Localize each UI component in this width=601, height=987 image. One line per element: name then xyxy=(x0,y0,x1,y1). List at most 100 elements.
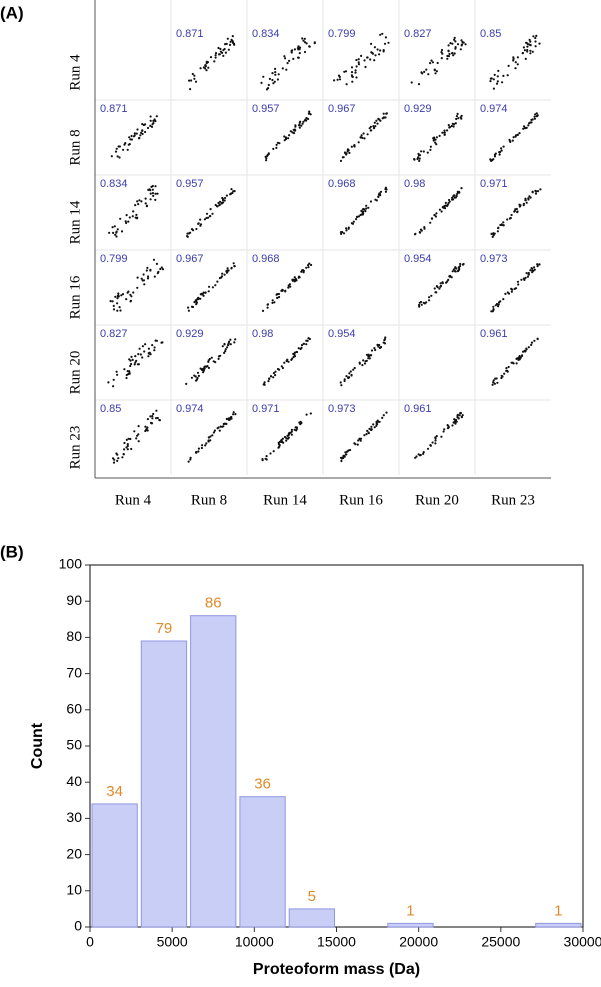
scatter-dot xyxy=(305,413,308,416)
scatter-dot xyxy=(200,446,203,450)
scatter-dot xyxy=(154,185,157,188)
scatter-dot xyxy=(225,194,228,197)
scatter-dot xyxy=(216,280,219,283)
panel-label: (A) xyxy=(0,3,24,22)
scatter-dot xyxy=(491,235,494,238)
scatter-dot xyxy=(455,117,458,121)
scatter-dot xyxy=(449,275,452,278)
value-label: 5 xyxy=(308,888,316,905)
scatter-dot xyxy=(298,121,301,124)
scatter-dot xyxy=(190,376,193,379)
scatter-dot xyxy=(232,411,235,414)
scatter-dot xyxy=(197,222,200,225)
scatter-dot xyxy=(538,42,541,45)
scatter-dot xyxy=(263,383,266,386)
scatter-dot xyxy=(303,37,306,40)
scatter-dot xyxy=(131,215,134,218)
scatter-dot xyxy=(141,356,144,359)
scatter-dot xyxy=(221,198,225,202)
scatter-dot xyxy=(147,355,150,358)
scatter-dot xyxy=(373,347,376,350)
scatter-dot xyxy=(139,134,142,137)
scatter-dot xyxy=(261,458,264,461)
scatter-dot xyxy=(418,157,421,160)
scatter-dot xyxy=(128,216,131,219)
scatter-dot xyxy=(441,131,444,134)
scatter-dot xyxy=(136,128,139,131)
scatter-dot xyxy=(197,447,200,450)
scatter-dot xyxy=(496,381,499,384)
scatter-dot xyxy=(308,262,311,265)
scatter-dot xyxy=(195,303,198,306)
scatter-dot xyxy=(153,118,156,121)
scatter-dot xyxy=(516,133,519,136)
scatter-dot xyxy=(223,47,226,51)
row-label: Run 20 xyxy=(67,351,83,395)
scatter-dot xyxy=(308,110,311,113)
scatter-dot xyxy=(226,346,229,349)
scatter-dot xyxy=(199,367,202,370)
scatter-dot xyxy=(300,269,304,272)
scatter-dot xyxy=(193,77,196,80)
scatter-dot xyxy=(272,450,275,453)
scatter-dot xyxy=(302,39,305,42)
scatter-dot xyxy=(343,378,346,381)
scatter-dot xyxy=(350,145,353,148)
scatter-dot xyxy=(356,215,359,218)
scatter-dot xyxy=(130,362,133,366)
scatter-dot xyxy=(454,267,457,270)
scatter-dot xyxy=(490,232,493,235)
scatter-dot xyxy=(126,148,129,151)
scatter-dot xyxy=(295,429,298,432)
scatter-dot xyxy=(274,67,277,70)
y-tick-label: 10 xyxy=(66,882,82,898)
x-tick-label: 5000 xyxy=(157,934,188,950)
scatter-dot xyxy=(283,139,286,142)
scatter-dot xyxy=(144,130,147,134)
scatter-dot xyxy=(217,53,221,56)
scatter-dot xyxy=(439,285,442,288)
scatter-dot xyxy=(294,426,297,429)
scatter-dot xyxy=(219,425,222,428)
scatter-dot xyxy=(138,199,141,202)
scatter-dot xyxy=(284,57,287,60)
scatter-dot xyxy=(506,370,509,373)
scatter-dot xyxy=(417,83,421,86)
scatter-dot xyxy=(533,117,537,120)
value-label: 86 xyxy=(205,595,222,612)
scatter-dot xyxy=(294,277,297,281)
scatter-dot xyxy=(199,67,202,70)
scatter-dot xyxy=(223,422,226,425)
scatter-dot xyxy=(443,131,446,134)
scatter-dot xyxy=(344,70,348,73)
correlation-label: 0.827 xyxy=(404,28,432,40)
scatter-dot xyxy=(190,305,194,308)
scatter-dot xyxy=(344,451,347,454)
scatter-dot xyxy=(362,359,365,362)
scatter-dot xyxy=(522,204,525,207)
scatter-dot xyxy=(120,230,124,233)
scatter-dot xyxy=(534,40,537,43)
scatter-dot xyxy=(497,69,500,72)
scatter-dot xyxy=(516,280,520,283)
scatter-dot xyxy=(514,61,517,64)
column-label: Run 14 xyxy=(263,492,307,508)
scatter-dot xyxy=(140,200,143,203)
scatter-dot xyxy=(152,258,156,261)
scatter-dot xyxy=(417,453,420,456)
scatter-dot xyxy=(453,196,456,199)
scatter-dot xyxy=(440,48,444,52)
row-label: Run 14 xyxy=(67,200,83,244)
scatter-dot xyxy=(364,360,367,363)
scatter-dot xyxy=(355,218,358,221)
scatter-dot xyxy=(440,210,443,213)
scatter-dot xyxy=(160,266,163,269)
scatter-dot xyxy=(417,303,421,307)
scatter-dot xyxy=(224,43,227,46)
scatter-dot xyxy=(446,54,449,58)
scatter-dot xyxy=(308,45,311,48)
scatter-dot xyxy=(337,74,341,77)
scatter-dot xyxy=(524,197,527,200)
scatter-dot xyxy=(508,138,511,141)
scatter-dot xyxy=(283,55,286,58)
